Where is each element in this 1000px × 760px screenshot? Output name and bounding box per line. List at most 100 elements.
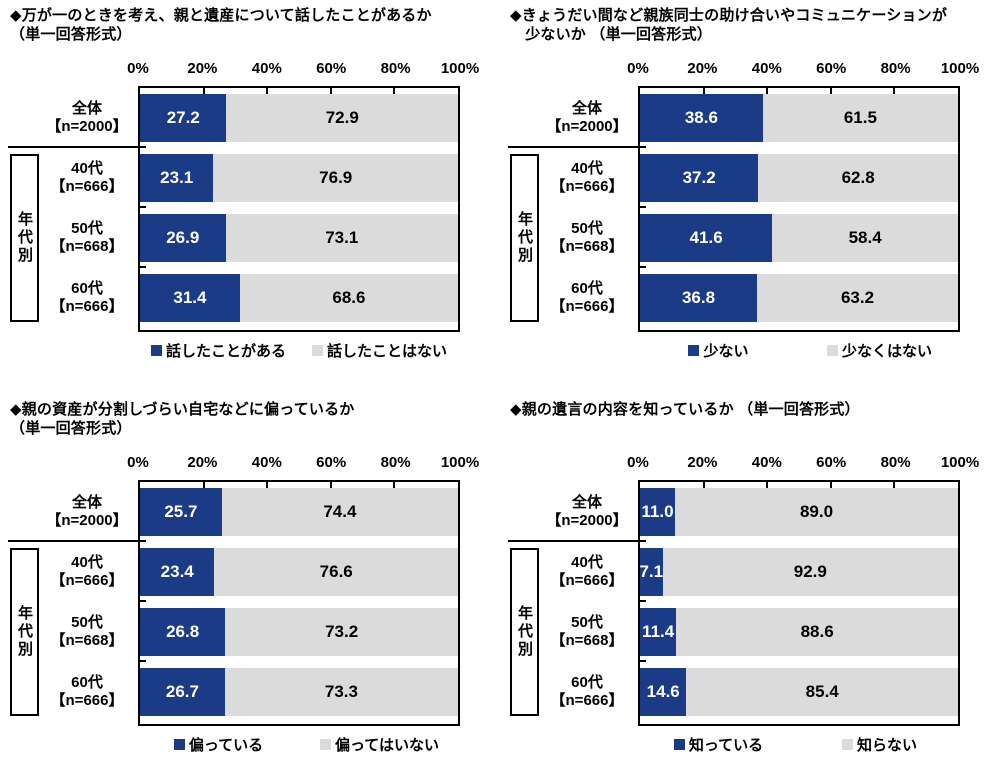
legend-label: 偏っている [188, 737, 264, 754]
category-tick [640, 266, 646, 268]
bar-segment-primary: 31.4 [140, 274, 240, 322]
row-label-total: 全体 【n=2000】 [546, 494, 628, 529]
legend-item: 話したことがある [138, 340, 299, 361]
legend-label: 話したことはない [326, 343, 447, 360]
bar-segment-secondary: 92.9 [662, 548, 958, 596]
legend-label: 少ない [703, 343, 749, 360]
bar-row: 37.2 62.8 [640, 148, 958, 208]
bar-segment-primary: 38.6 [640, 94, 763, 142]
legend-item: 少なくはない [799, 340, 960, 361]
bar-row: 41.6 58.4 [640, 208, 958, 268]
legend: 少ない 少なくはない [638, 340, 960, 361]
row-label-40s: 40代 【n=666】 [550, 554, 624, 589]
chart-title: ◆親の資産が分割しづらい自宅などに偏っているか （単一回答形式） [10, 400, 496, 438]
axis-tick [393, 88, 396, 94]
bar-row: 7.1 92.9 [639, 542, 958, 602]
legend-label: 知らない [856, 737, 917, 754]
row-label-50s: 50代 【n=668】 [550, 220, 624, 255]
age-group-box: 年代別 [10, 154, 39, 322]
bar-value: 63.2 [840, 288, 875, 307]
bar-segment-primary: 41.6 [640, 214, 773, 262]
bar-segment-secondary: 73.1 [225, 214, 458, 262]
chart-sibling-communication: ◆きょうだい間など親族同士の助け合いやコミュニケーションが 少ないか （単一回答… [500, 0, 1000, 380]
age-group-label: 年代別 [16, 605, 33, 659]
axis-tick [702, 88, 705, 94]
legend-item: 少ない [638, 340, 799, 361]
legend-swatch-secondary [311, 345, 323, 356]
bar-value: 23.1 [160, 168, 194, 187]
bar-row: 26.8 73.2 [140, 602, 458, 662]
bar-segment-secondary: 58.4 [772, 214, 958, 262]
bar-segment-primary: 26.9 [140, 214, 226, 262]
row-label-60s: 60代 【n=666】 [50, 280, 124, 315]
chart-title-line1: ◆親の資産が分割しづらい自宅などに偏っているか [10, 401, 355, 418]
bar-value: 14.6 [646, 682, 680, 701]
bar-segment-primary: 14.6 [640, 668, 687, 716]
bar-row: 11.0 89.0 [640, 482, 958, 542]
bar-segment-primary: 37.2 [640, 154, 759, 202]
legend: 知っている 知らない [638, 734, 960, 755]
chart-title-line1: ◆親の遺言の内容を知っているか （単一回答形式） [510, 401, 860, 418]
legend-swatch-primary [673, 739, 685, 750]
bar-value: 92.9 [793, 562, 827, 581]
bar-value: 88.6 [800, 622, 834, 641]
category-tick [140, 206, 146, 208]
bar-row: 26.7 73.3 [140, 662, 458, 722]
bar-segment-secondary: 61.5 [762, 94, 958, 142]
bar-segment-primary: 27.2 [140, 94, 227, 142]
row-label-total: 全体 【n=2000】 [46, 100, 128, 135]
category-tick [640, 660, 646, 662]
legend-swatch-secondary [320, 739, 332, 750]
x-tick-label: 40% [751, 454, 782, 471]
x-tick-label: 80% [880, 454, 911, 471]
x-axis-labels: 0% 20% 40% 60% 80% 100% [127, 60, 479, 80]
axis-tick [766, 482, 769, 488]
age-group-label: 年代別 [516, 211, 533, 265]
x-tick-label: 20% [687, 60, 718, 77]
legend-swatch-primary [173, 739, 185, 750]
plot-area: 25.7 74.4 23.4 76.6 26.8 73.2 26.7 73.3 [138, 480, 460, 726]
category-tick [140, 660, 146, 662]
x-tick-label: 80% [880, 60, 911, 77]
bar-segment-secondary: 88.6 [676, 608, 958, 656]
bar-segment-primary: 26.7 [140, 668, 225, 716]
x-tick-label: 0% [627, 454, 649, 471]
chart-know-will-contents: ◆親の遺言の内容を知っているか （単一回答形式） 0% 20% 40% 60% … [500, 380, 1000, 760]
bar-value: 74.4 [323, 502, 357, 521]
bar-value: 73.1 [325, 228, 359, 247]
bar-value: 68.6 [332, 288, 366, 307]
x-tick-label: 60% [316, 60, 347, 77]
bar-segment-secondary: 76.6 [214, 548, 458, 596]
bar-row: 27.2 72.9 [140, 88, 458, 148]
bar-segment-secondary: 73.2 [225, 608, 458, 656]
legend-item: 偏ってはいない [299, 734, 460, 755]
chart-title-line2: （単一回答形式） [10, 26, 132, 43]
x-tick-label: 100% [440, 60, 480, 77]
bar-value: 26.9 [166, 228, 200, 247]
bar-value: 25.7 [164, 502, 198, 521]
chart-title-line1: ◆きょうだい間など親族同士の助け合いやコミュニケーションが [510, 7, 948, 24]
x-tick-label: 20% [187, 60, 218, 77]
bar-row: 26.9 73.1 [140, 208, 458, 268]
bar-value: 73.2 [325, 622, 359, 641]
x-tick-label: 40% [251, 454, 282, 471]
chart-title-line2: （単一回答形式） [10, 420, 132, 437]
bar-row: 23.4 76.6 [140, 542, 458, 602]
bar-segment-primary: 25.7 [140, 488, 222, 536]
bar-segment-secondary: 85.4 [686, 668, 958, 716]
legend-swatch-primary [150, 345, 162, 356]
x-axis-labels: 0% 20% 40% 60% 80% 100% [627, 454, 979, 474]
age-group-box: 年代別 [510, 154, 539, 322]
axis-tick [393, 482, 396, 488]
bar-value: 89.0 [799, 502, 834, 521]
axis-tick [266, 88, 269, 94]
bar-value: 27.2 [166, 108, 200, 127]
bar-row: 38.6 61.5 [640, 88, 958, 148]
legend: 偏っている 偏ってはいない [138, 734, 460, 755]
bar-segment-primary: 26.8 [140, 608, 226, 656]
plot-area: 38.6 61.5 37.2 62.8 41.6 58.4 36.8 63.2 [638, 86, 960, 332]
bar-segment-primary: 11.0 [640, 488, 675, 536]
row-label-60s: 60代 【n=666】 [550, 280, 624, 315]
x-tick-label: 0% [127, 454, 149, 471]
bar-value: 72.9 [325, 108, 359, 127]
